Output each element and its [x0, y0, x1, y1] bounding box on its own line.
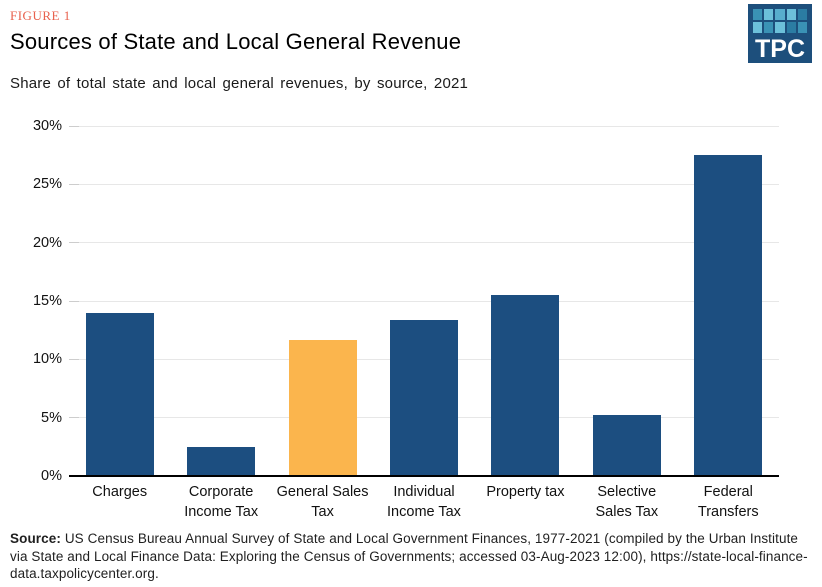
gridline: [69, 125, 779, 127]
figure-label: FIGURE 1: [10, 8, 71, 23]
y-axis-tick-label: 0%: [41, 468, 62, 484]
y-axis-tick: [69, 125, 79, 127]
bar-series: [69, 126, 779, 476]
y-axis-tick: [69, 242, 79, 244]
logo-square: [775, 9, 785, 20]
bar-property-tax: [491, 295, 560, 476]
gridline: [69, 242, 779, 244]
bar-general-sales-tax: [288, 339, 357, 476]
x-axis-category-label: Corporate Income Tax: [184, 484, 259, 520]
bar-band: [373, 126, 474, 476]
logo-square: [764, 22, 774, 33]
chart-subtitle: Share of total state and local general r…: [10, 75, 469, 92]
y-axis-tick-label: 20%: [32, 234, 62, 251]
bar-band: [678, 126, 779, 476]
y-axis-tick-label: 15%: [32, 293, 62, 309]
logo-square: [786, 9, 796, 20]
y-axis-tick-label: 10%: [32, 351, 62, 368]
source-label: Source:: [10, 531, 61, 546]
y-axis-tick-label: 25%: [32, 176, 62, 193]
tpc-logo: TPC: [748, 4, 812, 63]
logo-square: [786, 22, 796, 33]
bar-band: [69, 126, 170, 476]
x-axis-line: [69, 475, 779, 477]
bar-corporate-income-tax: [187, 446, 256, 476]
gridline: [69, 183, 779, 185]
logo-square: [753, 22, 763, 33]
x-axis-category-label: Individual Income Tax: [387, 484, 461, 520]
x-axis-category-label: Charges: [92, 484, 148, 500]
y-axis-tick: [69, 358, 79, 360]
x-axis-labels: Charges Corporate Income Tax General Sales…: [69, 483, 779, 522]
logo-square: [753, 9, 763, 20]
logo-square: [797, 22, 807, 33]
bar-selective-sales-tax: [592, 415, 661, 476]
logo-square: [797, 9, 807, 20]
bar-individual-income-tax: [389, 319, 458, 476]
tpc-logo-mosaic: [753, 9, 807, 33]
source-note: Source: US Census Bureau Annual Survey o…: [10, 530, 810, 583]
bar-charges: [85, 312, 154, 476]
x-axis-category-label: Selective Sales Tax: [595, 484, 659, 520]
y-axis-tick: [69, 183, 79, 185]
bar-band: [475, 126, 576, 476]
bar-band: [576, 126, 677, 476]
gridline: [69, 300, 779, 302]
y-axis-tick: [69, 300, 79, 302]
bar-band: [170, 126, 271, 476]
x-axis-category-label: Property tax: [486, 484, 565, 500]
y-axis-tick: [69, 417, 79, 419]
logo-square: [764, 9, 774, 20]
plot-area: [69, 125, 779, 477]
bar-federal-transfers: [694, 155, 763, 476]
tpc-logo-text: TPC: [755, 35, 805, 63]
x-axis-category-label: Federal Transfers: [697, 484, 759, 520]
chart-title: Sources of State and Local General Reven…: [10, 29, 462, 54]
source-text: US Census Bureau Annual Survey of State …: [10, 531, 808, 582]
logo-square: [775, 22, 785, 33]
y-axis-tick-label: 30%: [32, 118, 62, 134]
bar-band: [272, 126, 373, 476]
y-axis-tick-label: 5%: [41, 409, 62, 426]
x-axis-category-label: General Sales Tax: [276, 484, 369, 520]
